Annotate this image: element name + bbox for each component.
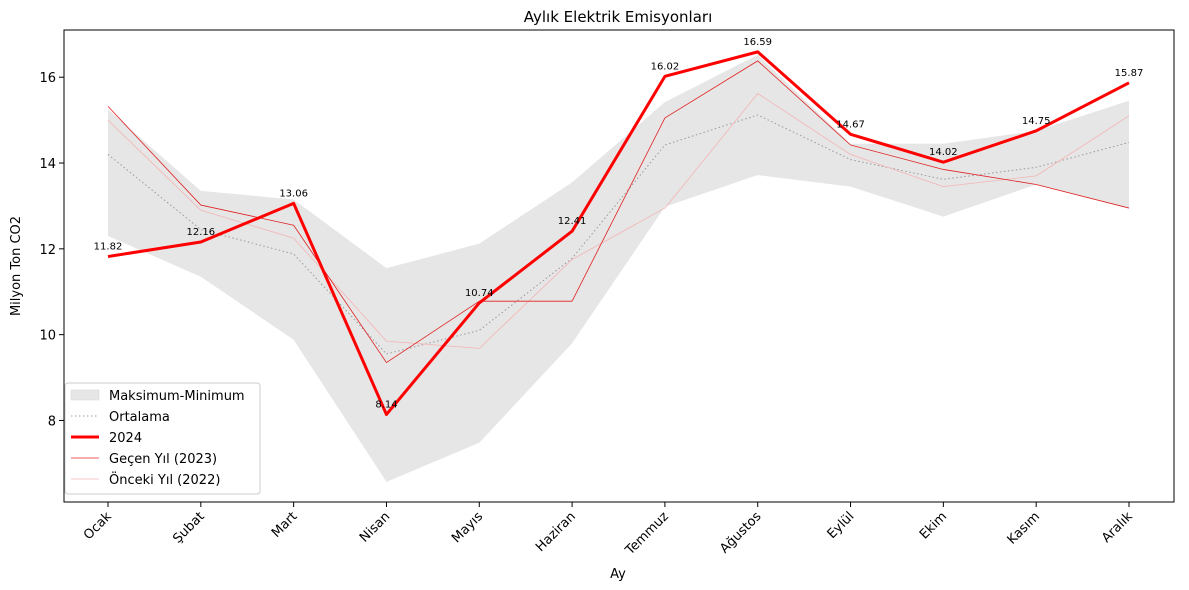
x-axis-label: Ay [610, 567, 626, 582]
plot-area: 11.82 12.16 13.06 8.14 10.74 12.41 16.02 16.59 1… [94, 37, 1144, 482]
data-label-2024: 14.02 [929, 147, 958, 158]
legend-label-2022: Önceki Yıl (2022) [109, 471, 220, 488]
data-label-2024: 12.16 [186, 227, 215, 238]
plot-frame [63, 29, 1175, 503]
y-tick-label: 16 [39, 71, 56, 86]
series-line-2023 [107, 60, 1130, 363]
legend-box [64, 382, 261, 495]
band-min-max [108, 54, 1129, 482]
y-axis-label: Milyon Ton CO2 [9, 216, 24, 316]
data-label-2024: 16.02 [651, 61, 680, 72]
legend-swatch-band [70, 389, 100, 401]
data-label-2024: 13.06 [279, 188, 308, 199]
series-line-2022 [107, 93, 1130, 349]
data-label-2024: 12.41 [558, 216, 587, 227]
y-tick-label: 10 [39, 329, 56, 344]
data-label-2024: 16.59 [743, 37, 772, 48]
y-tick-label: 12 [39, 243, 56, 258]
data-label-2024: 14.75 [1022, 116, 1051, 127]
chart-title: Aylık Elektrik Emisyonları [524, 8, 712, 26]
data-label-2024: 14.67 [836, 119, 865, 130]
legend-label-2024: 2024 [109, 431, 142, 446]
legend: Maksimum-Minimum Ortalama 2024 Geçen Yıl (2… [64, 382, 261, 495]
data-label-2024: 10.74 [465, 288, 494, 299]
data-label-2024: 8.14 [375, 399, 397, 410]
data-label-2024: 15.87 [1115, 68, 1144, 79]
series-line-2024 [107, 50, 1130, 416]
y-tick-label: 8 [48, 414, 56, 429]
data-label-2024: 11.82 [94, 242, 123, 253]
legend-label-ortalama: Ortalama [109, 410, 170, 425]
legend-label-2023: Geçen Yıl (2023) [109, 452, 217, 467]
legend-label-band: Maksimum-Minimum [109, 389, 245, 404]
y-tick-label: 14 [39, 157, 56, 172]
